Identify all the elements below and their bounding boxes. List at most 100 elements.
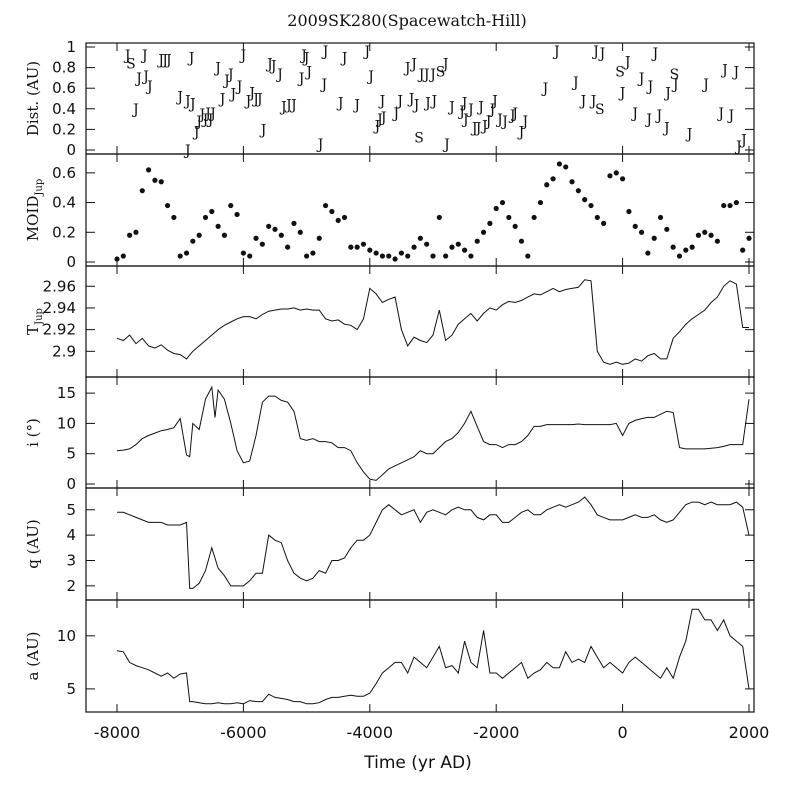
encounter-marker: J (160, 52, 168, 68)
moid-point (708, 232, 714, 238)
moid-point (695, 232, 702, 238)
encounter-marker: J (379, 110, 387, 126)
encounter-marker: J (591, 44, 599, 60)
encounter-marker: S (436, 65, 446, 81)
encounter-marker: J (279, 100, 287, 116)
encounter-marker: J (213, 61, 221, 77)
encounter-marker: J (239, 48, 247, 64)
encounter-marker: J (222, 73, 230, 89)
y-tick-label: 3 (66, 551, 76, 569)
x-tick-label: -6000 (220, 723, 267, 742)
encounter-marker: J (589, 94, 597, 110)
encounter-marker: J (247, 85, 255, 101)
encounter-marker: J (299, 48, 307, 64)
encounter-marker: J (541, 81, 549, 97)
moid-point (247, 253, 253, 259)
moid-point (266, 223, 272, 229)
encounter-marker: J (187, 50, 195, 66)
encounter-marker: J (269, 59, 277, 75)
y-axis-label: a (AU) (24, 632, 42, 681)
y-tick-label: 15 (57, 384, 76, 402)
encounter-marker: J (637, 71, 645, 87)
moid-point (285, 244, 291, 250)
encounter-marker: J (123, 48, 131, 64)
moid-point (550, 176, 556, 182)
moid-point (253, 235, 259, 241)
encounter-marker: J (654, 108, 662, 124)
encounter-marker: J (726, 108, 734, 124)
y-tick-label: 0.2 (52, 223, 76, 241)
x-tick-label: 2000 (729, 723, 770, 742)
encounter-marker: J (423, 96, 431, 112)
moid-point (196, 232, 202, 238)
moid-point (392, 256, 398, 262)
y-axis-label: MOIDJup (24, 179, 45, 241)
y-tick-label: 5 (66, 680, 76, 698)
encounter-marker: J (321, 44, 329, 60)
y-tick-label: 0 (66, 141, 76, 159)
y-tick-label: 0.4 (52, 194, 76, 212)
moid-point (221, 232, 228, 238)
moid-point (664, 226, 670, 232)
encounter-marker: J (336, 96, 344, 112)
encounter-marker: J (720, 63, 728, 79)
encounter-marker: J (378, 94, 386, 110)
moid-point (164, 202, 171, 209)
moid-point (594, 214, 600, 221)
encounter-marker: J (510, 106, 518, 122)
x-axis-label: Time (yr AD) (363, 753, 471, 773)
moid-point (424, 241, 430, 247)
encounter-marker: J (685, 127, 693, 143)
moid-point (316, 235, 322, 241)
encounter-marker: J (470, 120, 478, 136)
encounter-marker: J (340, 50, 348, 66)
moid-point (297, 229, 303, 235)
encounter-marker: J (495, 112, 503, 128)
moid-point (436, 214, 442, 221)
moid-point (487, 220, 493, 226)
y-axis-label: TJup (24, 308, 45, 335)
panel-q: 2 3 4 5 q (AU) (24, 487, 755, 601)
encounter-marker: J (460, 96, 468, 112)
moid-point (474, 238, 480, 244)
encounter-marker: J (145, 79, 153, 95)
encounter-marker: J (734, 139, 742, 155)
encounter-marker: J (244, 94, 252, 110)
y-axis-label: Dist. (AU) (24, 61, 42, 136)
encounter-marker: J (623, 54, 631, 70)
moid-point (657, 214, 664, 221)
encounter-marker: J (646, 79, 654, 95)
encounter-marker: J (488, 102, 496, 118)
moid-point (139, 188, 145, 194)
x-tick-label: -2000 (473, 723, 520, 742)
encounter-marker: J (304, 65, 312, 81)
moid-point (462, 247, 468, 253)
moid-point (455, 241, 461, 247)
encounter-marker: J (403, 61, 411, 77)
moid-point (310, 250, 316, 256)
series-line-tjup (116, 279, 749, 365)
moid-point (620, 176, 626, 182)
moid-point (443, 253, 449, 259)
encounter-marker: J (198, 107, 206, 123)
panel-incl: 0 5 10 15 i (°) (24, 376, 755, 493)
encounter-marker: J (663, 85, 671, 101)
moid-point (607, 173, 613, 179)
moid-point (499, 199, 506, 206)
encounter-marker: J (630, 106, 638, 122)
moid-point (398, 250, 404, 256)
y-tick-label: 10 (57, 627, 76, 645)
encounter-marker: J (395, 94, 403, 110)
moid-point (714, 238, 721, 244)
moid-point (518, 238, 525, 244)
moid-point (354, 244, 360, 250)
moid-point (411, 244, 417, 250)
encounter-marker: J (134, 71, 142, 87)
encounter-marker: S (414, 131, 424, 147)
y-tick-label: 1 (66, 38, 76, 56)
encounter-marker: J (474, 120, 482, 136)
encounter-marker: J (175, 89, 183, 105)
encounter-marker: J (206, 112, 214, 128)
